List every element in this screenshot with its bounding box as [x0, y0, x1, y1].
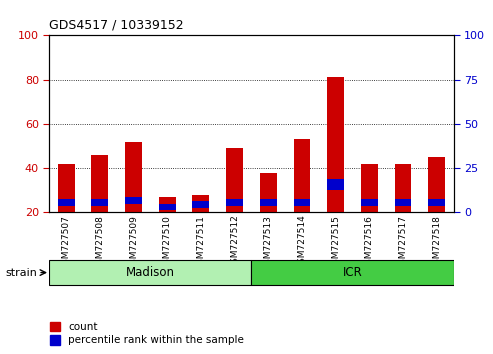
Text: GSM727515: GSM727515	[331, 215, 340, 270]
Bar	[394, 199, 412, 206]
Bar	[91, 199, 108, 206]
Text: GDS4517 / 10339152: GDS4517 / 10339152	[49, 18, 184, 31]
Text: GSM727509: GSM727509	[129, 215, 138, 270]
Bar	[260, 199, 277, 206]
Text: ICR: ICR	[343, 266, 362, 279]
Bar	[260, 172, 277, 212]
Bar	[58, 164, 74, 212]
Legend: count, percentile rank within the sample: count, percentile rank within the sample	[50, 322, 244, 346]
Bar	[91, 155, 108, 212]
Text: GSM727518: GSM727518	[432, 215, 441, 270]
Bar	[361, 164, 378, 212]
Bar	[226, 199, 243, 206]
Text: GSM727514: GSM727514	[297, 215, 307, 269]
Text: GSM727507: GSM727507	[62, 215, 70, 270]
Bar	[327, 78, 344, 212]
Bar	[293, 139, 311, 212]
Bar	[192, 195, 210, 212]
Text: GSM727508: GSM727508	[95, 215, 105, 270]
Text: GSM727516: GSM727516	[365, 215, 374, 270]
Bar	[361, 199, 378, 206]
Text: GSM727510: GSM727510	[163, 215, 172, 270]
Text: strain: strain	[5, 268, 37, 278]
Bar	[49, 260, 251, 285]
Text: GSM727517: GSM727517	[398, 215, 408, 270]
Bar	[293, 199, 311, 206]
Bar	[125, 142, 142, 212]
Text: Madison: Madison	[126, 266, 175, 279]
Text: GSM727513: GSM727513	[264, 215, 273, 270]
Bar	[192, 201, 210, 208]
Bar	[428, 157, 445, 212]
Bar	[251, 260, 454, 285]
Bar	[159, 204, 176, 210]
Text: GSM727511: GSM727511	[196, 215, 206, 270]
Bar	[159, 197, 176, 212]
Bar	[58, 199, 74, 206]
Bar	[125, 197, 142, 204]
Bar	[428, 199, 445, 206]
Bar	[327, 179, 344, 190]
Bar	[226, 148, 243, 212]
Text: GSM727512: GSM727512	[230, 215, 239, 269]
Bar	[394, 164, 412, 212]
